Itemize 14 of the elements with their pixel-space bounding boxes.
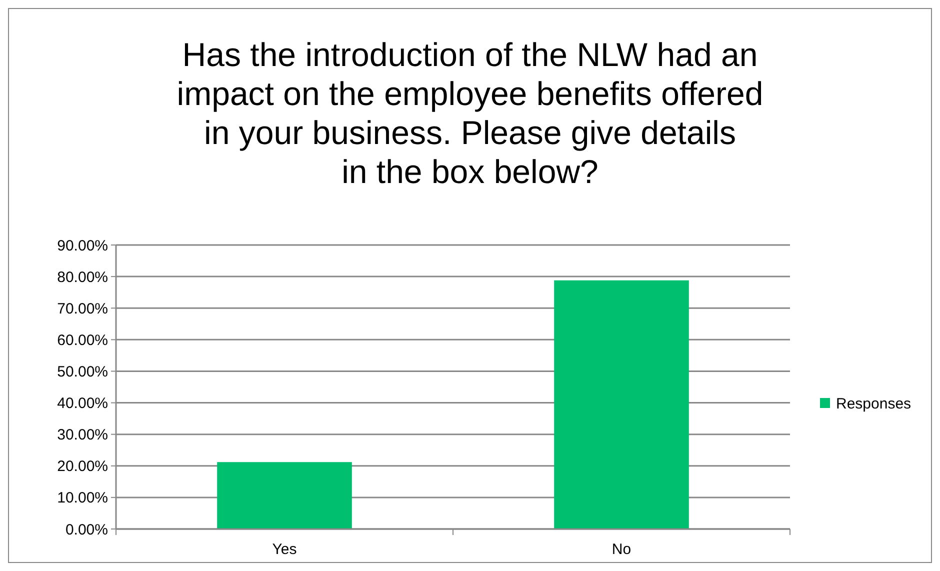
y-tick-label: 80.00% — [57, 268, 108, 286]
y-tick-label: 0.00% — [65, 521, 108, 538]
y-tick-label: 50.00% — [57, 363, 108, 380]
x-tick-label: Yes — [272, 541, 297, 558]
y-tick-label: 60.00% — [57, 332, 108, 349]
y-tick-label: 10.00% — [57, 490, 108, 507]
y-tick-label: 90.00% — [57, 237, 108, 254]
y-tick-label: 70.00% — [57, 300, 108, 318]
chart-title: Has the introduction of the NLW had an impact on the employee benefits offered in your business. Please give details in the box below? — [176, 36, 764, 190]
legend-label: Responses — [836, 395, 912, 412]
y-tick-label: 40.00% — [57, 395, 108, 412]
y-tick-label: 30.00% — [57, 426, 108, 444]
y-tick-label: 20.00% — [57, 458, 108, 476]
x-tick-label: No — [612, 541, 632, 558]
